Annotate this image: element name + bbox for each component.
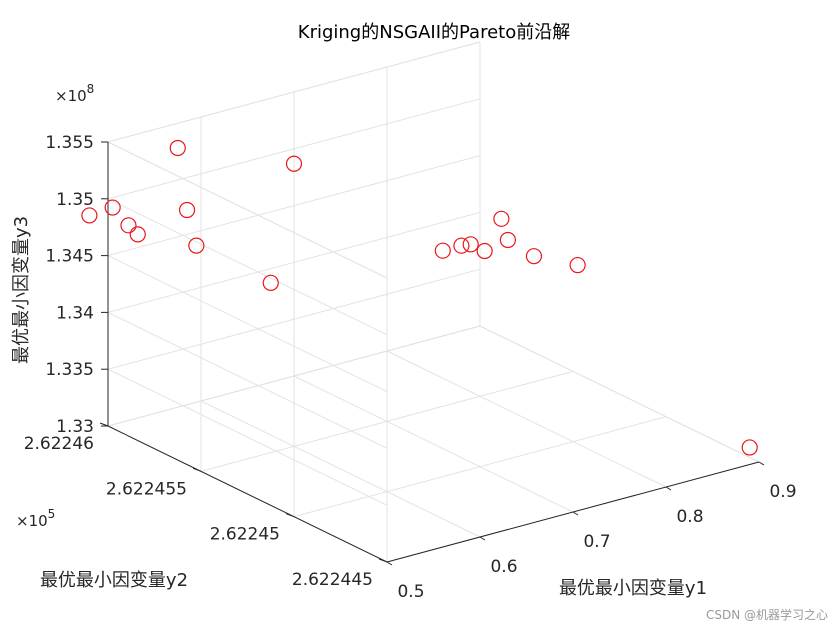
z-exponent: ×108 [55,82,94,105]
z-tick-label: 1.34 [56,303,94,323]
y-tick-mark [192,467,202,472]
grid-line [107,255,388,393]
watermark: CSDN @机器学习之心 [706,607,828,622]
data-point [169,139,186,157]
x-tick-label: 0.5 [397,582,424,602]
grid-layer [107,41,760,563]
data-point [178,201,196,219]
data-point [569,256,586,274]
x-tick-label: 0.7 [583,532,610,552]
box-edge [479,325,760,463]
text-layer: 0.5 0.6 0.7 0.8 0.9 2.622445 2.62245 2.622455 2.… [11,22,828,622]
data-point [741,439,758,456]
x-axis-line [386,461,760,563]
grid-line [107,311,388,449]
data-point [493,210,510,227]
data-point [453,237,470,254]
y-tick-label: 2.622445 [292,570,373,590]
z-tick-label: 1.35 [56,190,94,210]
grid-line [200,400,481,538]
y-tick-mark [285,513,295,518]
data-point [81,207,98,224]
y-exponent: ×105 [16,507,55,530]
chart-title: Kriging的NSGAII的Pareto前沿解 [298,22,570,43]
data-point [525,248,543,265]
axis-layer [99,141,765,566]
data-point [499,231,516,249]
z-tick-label: 1.33 [56,417,94,437]
data-point [434,242,451,259]
y-tick-mark [378,558,388,563]
grid-line [107,198,388,336]
data-point [285,155,303,172]
grid-line [107,211,481,313]
y-tick-label: 2.62246 [24,434,94,454]
x-tick-label: 0.8 [676,507,703,527]
x-tick-mark [386,561,393,566]
data-point [462,236,479,253]
z-tick-label: 1.345 [45,247,94,267]
x-tick-mark [665,486,672,491]
x-axis-label: 最优最小因变量y1 [559,578,707,599]
z-tick-label: 1.355 [45,133,94,153]
box-edge [107,141,388,279]
grid-line [107,268,481,370]
z-tick-label: 1.335 [45,360,94,380]
grid-line [386,350,667,488]
z-axis-label: 最优最小因变量y3 [11,216,32,364]
x-tick-mark [572,511,579,516]
data-point [120,217,137,234]
box-edge [107,325,481,427]
box-edge [107,41,481,143]
y-axis-line [107,425,388,563]
x-tick-label: 0.9 [769,482,796,502]
grid-line [293,416,667,518]
data-point [262,274,279,291]
data-point [476,242,493,260]
x-tick-label: 0.6 [490,557,517,577]
data-point [188,237,205,254]
x-tick-mark [758,461,765,466]
y-tick-label: 2.62245 [210,525,280,545]
data-point [104,199,121,216]
x-tick-mark [479,536,486,541]
grid-line [107,368,388,506]
points-layer [81,139,758,456]
grid-line [293,375,574,513]
grid-line [107,155,481,257]
data-point [129,226,146,243]
y-axis-label: 最优最小因变量y2 [40,570,188,591]
grid-line [107,98,481,200]
y-tick-label: 2.622455 [106,479,187,499]
